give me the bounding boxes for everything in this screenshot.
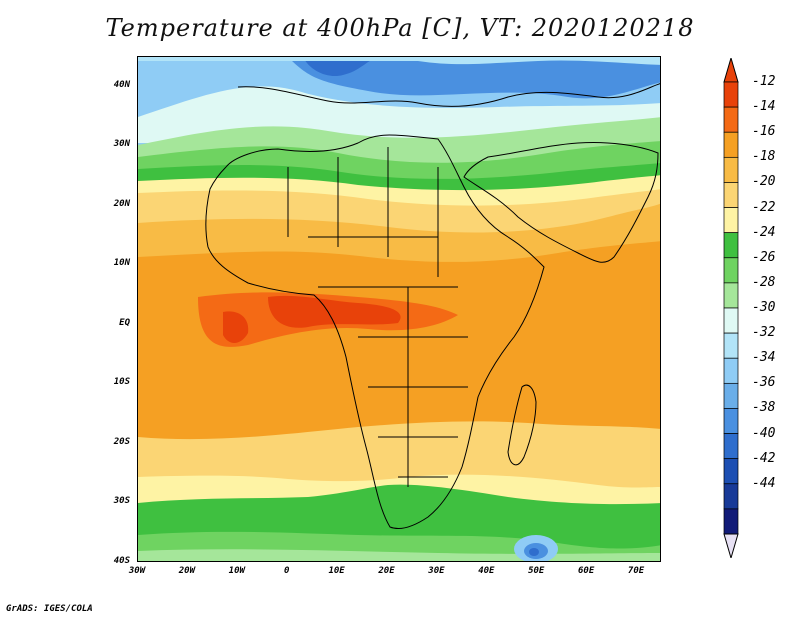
lat-tick-label: 10N	[113, 258, 130, 269]
lon-tick-label: 40E	[478, 566, 495, 576]
colorbar-level-label: -22	[752, 199, 776, 215]
lat-tick-label: 30S	[113, 496, 130, 507]
lat-tick-label: 40N	[113, 79, 130, 90]
colorbar-segment	[723, 131, 739, 158]
colorbar-segment	[723, 106, 739, 133]
coastlines	[205, 83, 660, 530]
lat-tick-label: 40S	[113, 556, 130, 566]
colorbar-level-label: -42	[752, 450, 776, 466]
lon-tick-label: 10W	[228, 566, 245, 576]
country-borders	[287, 147, 468, 487]
band-light-blue-2	[138, 57, 660, 65]
map-svg	[138, 57, 660, 561]
colorbar-level-label: -20	[752, 174, 776, 190]
lat-tick-label: 20N	[113, 198, 130, 209]
colorbar-segment	[723, 458, 739, 485]
lon-tick-label: 50E	[528, 566, 545, 576]
colorbar-level-label: -16	[752, 124, 776, 140]
lat-tick-label: 10S	[113, 377, 130, 388]
colorbar-segment	[723, 357, 739, 384]
band-red-orange	[268, 295, 401, 328]
lon-tick-label: 30E	[428, 566, 445, 576]
lat-tick-label: 20S	[113, 436, 130, 447]
europe-coastline	[237, 83, 660, 107]
madagascar-coastline	[507, 384, 537, 466]
lon-tick-label: 30W	[128, 566, 146, 576]
arabia-coastline	[463, 142, 659, 263]
lon-tick-label: 60E	[578, 566, 595, 576]
map-title: Temperature at 400hPa [C], VT: 202012021…	[105, 14, 695, 42]
colorbar-bottom-arrow	[723, 533, 739, 558]
credit-text: GrADS: IGES/COLA	[6, 604, 93, 614]
colorbar-level-label: -44	[752, 475, 776, 491]
colorbar-level-label: -40	[752, 425, 776, 441]
colorbar-top-arrow	[723, 58, 739, 83]
temperature-field	[138, 57, 660, 561]
colorbar-segment	[723, 182, 739, 208]
lat-tick-label: EQ	[119, 317, 130, 328]
colorbar-segment	[723, 508, 739, 535]
lon-tick-label: 10E	[328, 566, 345, 576]
colorbar-level-label: -14	[752, 99, 776, 115]
colorbar-segment	[723, 382, 739, 409]
lat-tick-label: 30N	[113, 139, 130, 150]
colorbar-segment	[723, 433, 739, 460]
colorbar-segment	[723, 257, 739, 284]
colorbar-level-label: -12	[752, 74, 776, 89]
band-red-orange-west	[223, 311, 249, 343]
colorbar-level-label: -36	[752, 375, 776, 391]
cold-spot-inner	[529, 548, 539, 556]
lon-tick-label: 70E	[627, 566, 645, 576]
temperature-map	[137, 56, 661, 562]
colorbar-segment	[723, 156, 739, 183]
colorbar-level-label: -28	[752, 274, 776, 290]
colorbar-segment	[723, 332, 739, 359]
lon-tick-label: 20W	[178, 566, 196, 576]
colorbar	[723, 58, 739, 558]
colorbar-segment	[723, 307, 739, 334]
colorbar-level-label: -26	[752, 249, 776, 265]
band-deep-blue	[288, 57, 660, 99]
colorbar-level-label: -32	[752, 325, 776, 341]
colorbar-segment	[723, 483, 739, 510]
band-dark-blue-core	[303, 57, 378, 77]
colorbar-segment	[723, 232, 739, 259]
colorbar-segment	[723, 282, 739, 309]
colorbar-level-label: -38	[752, 400, 776, 416]
colorbar-segment	[723, 408, 739, 434]
lon-tick-label: 0	[283, 566, 290, 576]
colorbar-segment	[723, 81, 739, 108]
colorbar-level-label: -30	[752, 300, 776, 315]
colorbar-segment	[723, 207, 739, 234]
africa-coastline	[205, 134, 545, 530]
colorbar-level-label: -24	[752, 224, 776, 240]
lon-tick-label: 20E	[378, 566, 395, 576]
colorbar-level-label: -34	[752, 350, 776, 366]
colorbar-level-label: -18	[752, 149, 776, 165]
